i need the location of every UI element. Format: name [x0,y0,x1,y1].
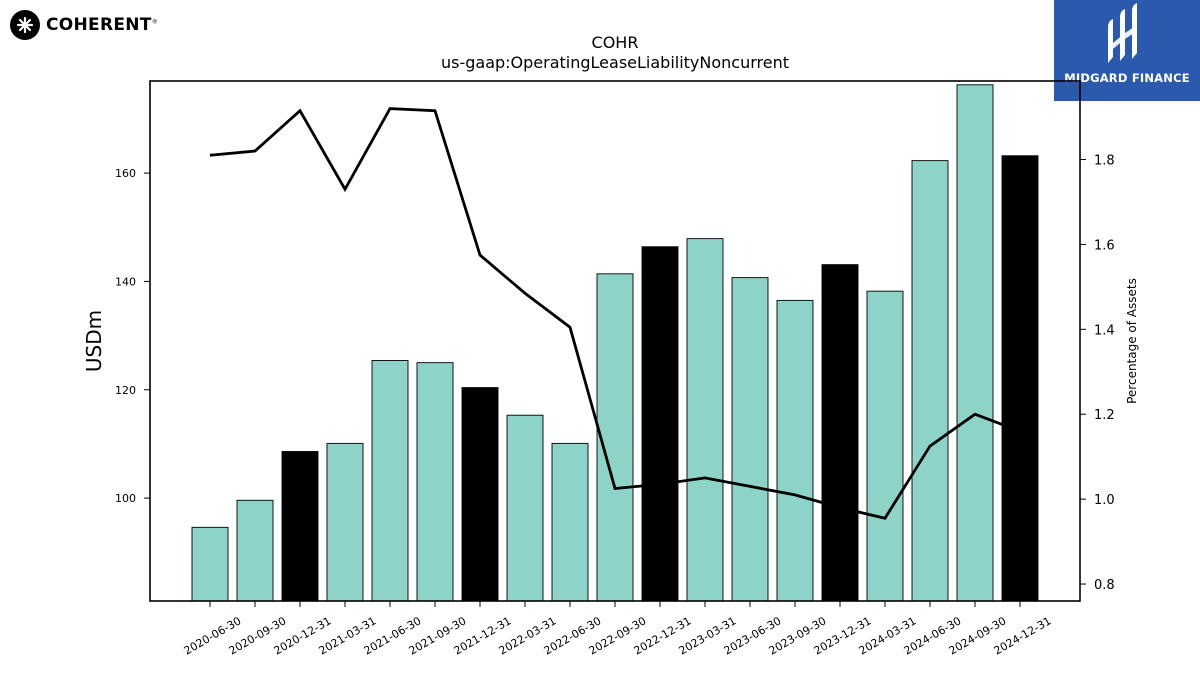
bar-2020-09-30 [236,499,274,602]
y2-tick-label-1.8: 1.8 [1094,154,1115,169]
bar-2022-12-31 [641,246,679,602]
bar-2021-12-31 [461,387,499,602]
y2-tick-label-1.0: 1.0 [1094,493,1115,508]
y2-tick-label-1.6: 1.6 [1094,238,1115,253]
bar-2020-06-30 [191,526,229,602]
bar-2024-06-30 [911,160,949,602]
coherent-logo-icon [10,10,40,40]
bar-2021-09-30 [416,362,454,602]
y-tick-label-100: 100 [115,492,136,505]
chart-title: COHR [592,33,639,52]
bar-2023-12-31 [821,264,859,602]
y-tick-label-120: 120 [115,384,136,397]
y2-axis-label: Percentage of Assets [1125,278,1139,404]
midgard-finance-logo: MIDGARD FINANCE [1054,0,1200,101]
bar-2024-12-31 [1001,155,1039,602]
bar-2023-03-31 [686,238,724,602]
y-tick-label-140: 140 [115,275,136,288]
bar-2022-09-30 [596,273,634,602]
bar-2021-03-31 [326,442,364,602]
y2-tick-label-0.8: 0.8 [1094,578,1115,593]
coherent-logo-text: COHERENT® [46,15,159,35]
chart-subtitle: us-gaap:OperatingLeaseLiabilityNoncurren… [441,53,789,72]
y2-tick-label-1.4: 1.4 [1094,323,1115,338]
bar-2023-09-30 [776,299,814,602]
bar-2020-12-31 [281,451,319,602]
bar-2023-06-30 [731,277,769,602]
midgard-finance-logo-icon [1108,3,1137,63]
bar-2022-03-31 [506,414,544,602]
y2-tick-label-1.2: 1.2 [1094,408,1115,423]
bar-2024-09-30 [956,84,994,602]
bar-2022-06-30 [551,442,589,602]
y-tick-label-160: 160 [115,167,136,180]
midgard-finance-logo-text: MIDGARD FINANCE [1064,71,1190,85]
y-axis-label: USDm [82,310,106,372]
bar-2024-03-31 [866,290,904,602]
coherent-logo: COHERENT® [10,10,158,40]
bar-2021-06-30 [371,360,409,602]
percentage-of-assets-line [209,107,1021,520]
